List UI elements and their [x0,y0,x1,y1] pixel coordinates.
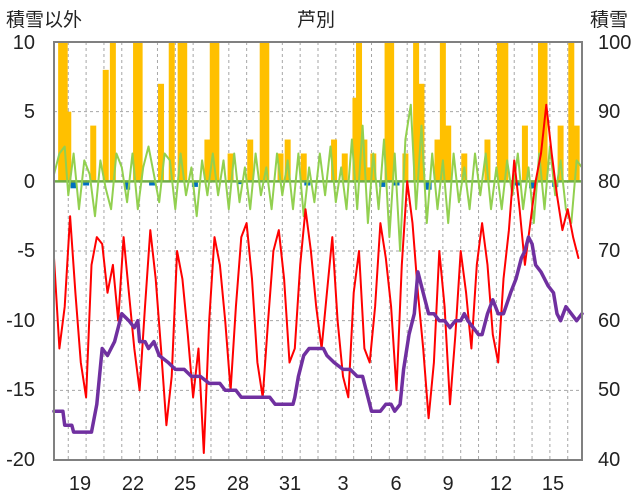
precipitation-bar [388,42,395,182]
precipitation-bar [227,153,234,182]
precipitation-bar [277,153,284,182]
precipitation-bar [557,125,564,182]
precipitation-bar [65,111,72,182]
precipitation-bar [413,42,420,182]
precipitation-bar [61,42,68,182]
precipitation-bar [484,139,491,182]
negative-bar [149,181,156,186]
precipitation-bar [158,83,165,182]
precipitation-bar [209,42,216,182]
y-right-tick: 70 [598,240,620,262]
y-left-tick: -10 [6,310,35,332]
left-axis-title: 積雪以外 [6,9,82,31]
precipitation-bar [204,139,211,182]
x-tick: 15 [542,473,564,495]
precipitation-bar [370,153,377,182]
negative-bar [529,181,536,189]
precipitation-bar [573,125,580,182]
precipitation-bar [331,139,338,182]
plot-frame [53,41,583,461]
y-right-tick: 80 [598,171,620,193]
precipitation-bar [58,42,65,182]
precipitation-bar [102,69,109,182]
negative-bar [514,181,521,186]
y-left-tick: 5 [24,101,35,123]
y-left-tick: -15 [6,379,35,401]
precipitation-bar [247,139,254,182]
right-axis-title: 積雪 [590,9,628,31]
precipitation-bar [352,97,359,182]
precipitation-bar [341,153,348,182]
x-tick: 3 [337,473,348,495]
precipitation-bar [168,42,175,182]
negative-bar [236,181,243,185]
temperature-line [53,103,580,454]
precipitation-bar [502,42,509,182]
y-left-tick: 0 [24,171,35,193]
precipitation-bar [434,139,441,182]
negative-bar [70,181,77,189]
precipitation-bar [300,153,307,182]
chart-title: 芦別 [297,9,335,31]
y-left-tick: -20 [6,449,35,471]
negative-bar [379,181,386,187]
precipitation-bar [109,42,116,182]
y-left-tick: 10 [13,32,35,54]
temp-change-line [53,103,583,252]
negative-bar [83,181,90,186]
negative-bar [425,181,432,190]
precipitation-bar [356,42,363,182]
precipitation-bar [384,42,391,182]
precipitation-bar [439,42,446,182]
precipitation-bar [568,42,575,182]
precipitation-bar [213,42,220,182]
precipitation-bar [133,42,140,182]
y-right-tick: 60 [598,310,620,332]
precipitation-bar [259,42,266,182]
negative-bar [124,181,131,190]
precipitation-bar [364,167,371,182]
x-tick: 22 [122,473,144,495]
precipitation-bar [263,42,270,182]
y-right-tick: 90 [598,101,620,123]
y-left-tick: -5 [17,240,35,262]
precipitation-bar [521,125,528,182]
x-tick: 9 [442,473,453,495]
x-tick: 19 [69,473,91,495]
precipitation-bar [136,42,143,182]
x-tick: 6 [390,473,401,495]
precipitation-bar [496,42,503,182]
y-right-tick: 100 [598,32,631,54]
x-tick: 12 [490,473,512,495]
x-tick: 31 [279,473,301,495]
precipitation-bar [90,125,97,182]
precipitation-bar [181,42,188,182]
precipitation-bar [537,42,544,182]
x-tick: 25 [174,473,196,495]
y-right-tick: 50 [598,379,620,401]
precipitation-bar [402,153,409,182]
precipitation-bar [177,42,184,182]
y-right-tick: 40 [598,449,620,471]
snow-depth-line [52,235,584,434]
x-tick: 28 [227,473,249,495]
negative-bar [191,181,198,187]
precipitation-bar [445,125,452,182]
